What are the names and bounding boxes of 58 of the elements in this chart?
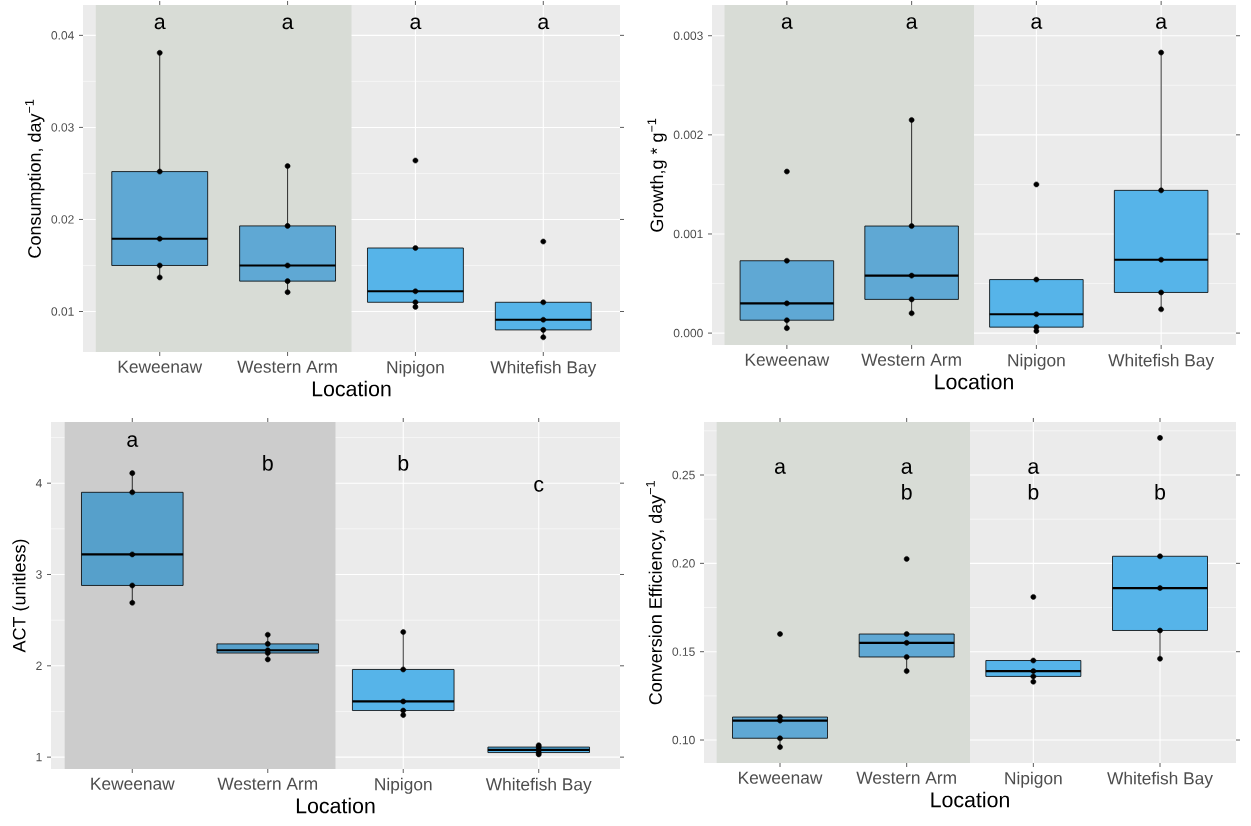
annotation: a — [906, 17, 918, 29]
annotation: a — [1031, 17, 1043, 29]
annotation: a — [774, 462, 786, 474]
x-axis-title: Location — [296, 797, 375, 814]
y-tick-label: 0.002 — [673, 130, 703, 140]
x-tick-label: Western Arm — [217, 777, 318, 790]
y-tick-label: 1 — [36, 753, 42, 762]
y-tick-label: 0.02 — [51, 215, 74, 224]
x-tick-label: Nipigon — [375, 777, 432, 794]
x-tick-label: Keweenaw — [91, 777, 175, 790]
y-tick-label: 4 — [35, 479, 42, 488]
x-tick-label: Nipigon — [1008, 353, 1065, 370]
x-axis-title: Location — [935, 373, 1013, 390]
x-tick-label: Whitefish Bay — [485, 777, 592, 794]
annotation: b — [263, 455, 273, 471]
x-tick-label: Western Arm — [237, 360, 337, 373]
y-tick-label: 0.04 — [51, 31, 74, 40]
annotation: a — [282, 17, 294, 30]
y-tick-label: 0.20 — [672, 559, 695, 568]
x-axis-title: Location — [312, 380, 391, 397]
annotation: a — [1028, 462, 1040, 474]
x-tick-label: Keweenaw — [118, 360, 203, 373]
annotation: a — [410, 17, 422, 30]
annotation: b — [398, 455, 409, 471]
y-tick-label: 2 — [36, 661, 42, 670]
x-tick-label: Keweenaw — [739, 771, 823, 784]
annotation: a — [781, 17, 793, 29]
y-tick-label: 0.15 — [672, 647, 695, 656]
y-axis-title: ACT (unitless) — [12, 539, 30, 653]
x-tick-label: Western Arm — [861, 353, 961, 366]
y-tick-label: 0.01 — [51, 307, 74, 316]
y-tick-label: 0.000 — [673, 328, 703, 338]
y-tick-label: 0.003 — [673, 31, 703, 40]
x-tick-label: Western Arm — [856, 771, 956, 784]
y-tick-label: 0.03 — [51, 123, 74, 132]
y-tick-label: 0.25 — [672, 470, 695, 480]
annotation: b — [1028, 484, 1039, 500]
y-tick-label: 3 — [36, 570, 42, 579]
y-tick-label: 0.001 — [673, 229, 703, 239]
annotation: b — [1155, 484, 1166, 500]
x-tick-label: Whitefish Bay — [490, 360, 597, 377]
annotation: b — [902, 484, 912, 500]
annotation: a — [901, 462, 913, 474]
annotation: a — [538, 17, 550, 30]
x-tick-label: Nipigon — [1005, 771, 1062, 788]
annotation: c — [534, 480, 544, 492]
x-tick-label: Whitefish Bay — [1108, 353, 1215, 370]
x-tick-label: Nipigon — [387, 360, 444, 377]
x-axis-title: Location — [931, 791, 1009, 808]
y-tick-label: 0.10 — [672, 735, 695, 745]
x-tick-label: Whitefish Bay — [1107, 771, 1213, 788]
y-axis-title: Conversion Efficiency, day$^{−1}$ — [646, 481, 666, 705]
y-axis-title: Growth,g * g$^{−1}$ — [647, 118, 667, 232]
annotation: a — [1156, 17, 1168, 29]
annotation: a — [127, 435, 139, 447]
annotation: a — [154, 17, 166, 30]
y-axis-title: Consumption, day$^{−1}$ — [25, 99, 45, 258]
x-tick-label: Keweenaw — [745, 353, 830, 366]
